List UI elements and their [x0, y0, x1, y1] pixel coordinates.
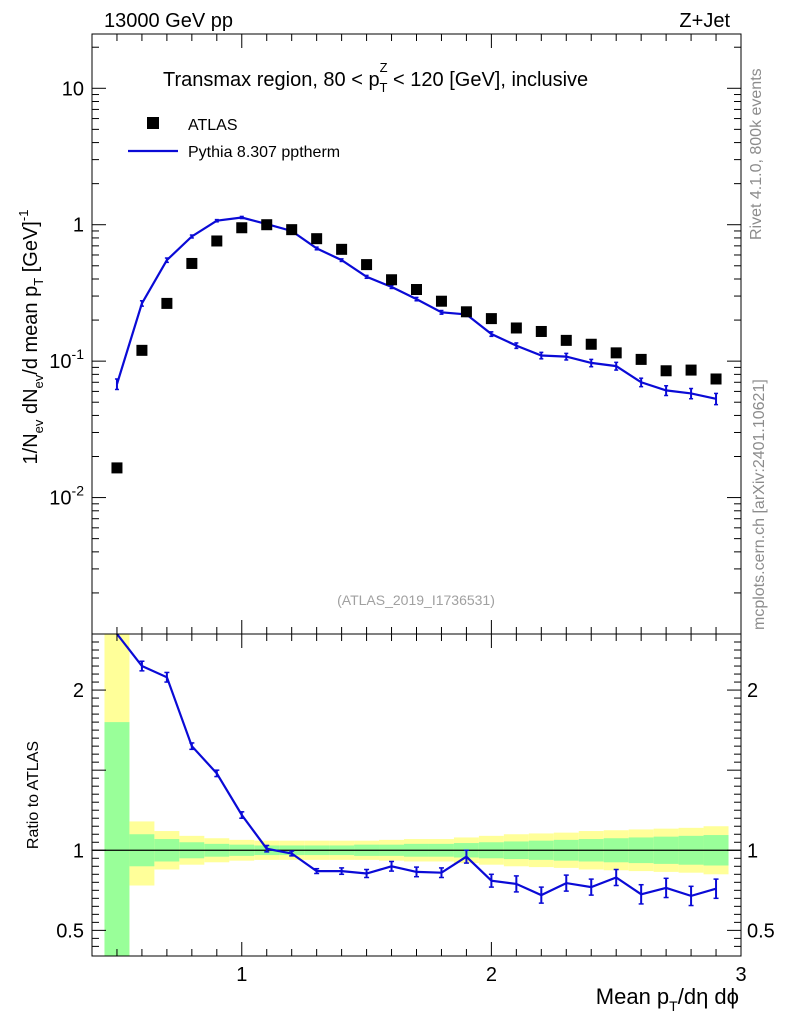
main-y-tick-label: 10 — [62, 78, 84, 100]
atlas-data-point — [186, 257, 198, 269]
process-label: Z+Jet — [679, 10, 730, 32]
atlas-data-point — [485, 313, 497, 325]
x-tick-label: 3 — [735, 964, 746, 986]
legend-atlas-label: ATLAS — [188, 117, 238, 134]
main-plot-area — [111, 215, 722, 474]
plot-title-superscript: Z — [380, 60, 388, 75]
main-y-tick-label: 10-2 — [49, 483, 84, 510]
ratio-y-tick-label-right: 1 — [747, 840, 758, 862]
atlas-data-point — [411, 284, 422, 296]
atlas-data-point — [311, 233, 323, 245]
x-tick-label: 2 — [486, 964, 497, 986]
inner-uncertainty-band — [104, 722, 130, 956]
analysis-id: (ATLAS_2019_I1736531) — [337, 592, 495, 608]
ratio-y-tick-label-left: 2 — [73, 680, 84, 702]
legend: ATLAS Pythia 8.307 pptherm — [128, 117, 340, 161]
atlas-data-point — [386, 274, 398, 286]
atlas-data-point — [111, 462, 123, 474]
main-y-tick-label: 10-1 — [49, 346, 84, 373]
main-panel: 10-2 10-1 1 10 13000 GeV pp Z+Jet Transmax … — [16, 10, 742, 635]
atlas-data-point — [710, 373, 722, 385]
energy-label: 13000 GeV pp — [104, 10, 233, 32]
atlas-data-point — [685, 364, 697, 376]
atlas-data-point — [585, 338, 597, 350]
atlas-data-point — [161, 297, 173, 309]
atlas-data-point — [236, 222, 248, 234]
plot-title-subscript: T — [380, 80, 388, 95]
legend-pythia-label: Pythia 8.307 pptherm — [188, 144, 340, 161]
atlas-data-point — [361, 259, 373, 271]
legend-atlas-marker — [147, 117, 159, 129]
plot-title-rest: < 120 [GeV], inclusive — [388, 69, 589, 91]
atlas-data-point — [261, 219, 273, 231]
x-tick-label: 1 — [236, 964, 247, 986]
ratio-y-ticks: 0.5 0.5 1 1 2 2 — [56, 633, 775, 947]
atlas-data-point — [286, 224, 298, 236]
main-y-tick-label: 1 — [73, 215, 84, 237]
rivet-label: Rivet 4.1.0, 800k events — [748, 68, 765, 240]
ratio-x-ticks: 1 2 3 — [91, 634, 747, 986]
ratio-y-tick-label-right: 0.5 — [747, 920, 775, 942]
atlas-data-point — [510, 322, 522, 334]
atlas-data-point — [460, 306, 472, 318]
atlas-data-point — [560, 334, 572, 346]
main-y-ticks: 10-2 10-1 1 10 — [49, 46, 741, 635]
mcplots-label: mcplots.cern.ch [arXiv:2401.10621] — [751, 379, 768, 630]
ratio-plot-area — [92, 633, 741, 956]
atlas-data-point — [435, 295, 447, 307]
atlas-data-point — [610, 347, 622, 359]
atlas-data-point — [635, 353, 647, 365]
atlas-data-point — [211, 235, 223, 247]
atlas-data-point — [336, 243, 348, 255]
ratio-y-tick-label-left: 0.5 — [56, 920, 84, 942]
atlas-data-point — [535, 325, 547, 337]
atlas-data-point — [136, 344, 148, 356]
ratio-y-tick-label-left: 1 — [73, 840, 84, 862]
ratio-y-tick-label-right: 2 — [747, 680, 758, 702]
atlas-data-point — [660, 365, 672, 377]
ratio-y-axis-title: Ratio to ATLAS — [25, 741, 42, 849]
main-x-ticks — [91, 34, 742, 634]
plot-title-main: Transmax region, 80 < p — [163, 69, 380, 91]
plot-title: Transmax region, 80 < pZ T < 120 [GeV], i… — [163, 60, 588, 95]
